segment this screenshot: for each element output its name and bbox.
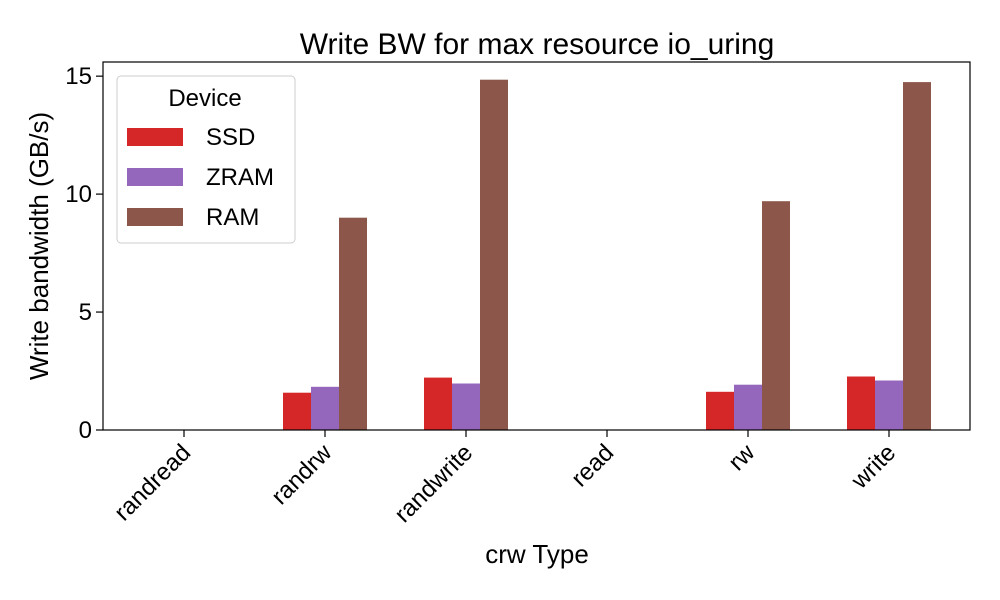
x-axis-label: crw Type (485, 539, 589, 569)
bar-ram-write (903, 82, 931, 430)
bar-zram-randwrite (452, 383, 480, 430)
bar-ram-rw (762, 201, 790, 430)
legend-frame (116, 75, 296, 244)
y-tick-label: 5 (79, 299, 92, 326)
plot-frame (102, 61, 971, 431)
bars-group (283, 79, 931, 430)
bar-zram-rw (734, 384, 762, 430)
x-tick-label: write (846, 439, 902, 495)
x-tick-label: randrw (266, 439, 337, 510)
legend-label-ram: RAM (206, 204, 259, 231)
legend-swatch-zram (127, 168, 183, 186)
y-tick-label: 15 (65, 63, 92, 90)
x-tick-label: randwrite (389, 439, 478, 528)
y-tick-label: 10 (65, 181, 92, 208)
x-tick-label: randread (109, 439, 196, 526)
legend-swatch-ram (127, 208, 183, 226)
bar-ram-randrw (339, 217, 367, 430)
x-axis-ticks: randread randrw randwrite read rw write (109, 430, 901, 528)
bar-zram-write (875, 380, 903, 430)
legend-title: Device (168, 85, 241, 112)
chart-title: Write BW for max resource io_uring (300, 28, 775, 61)
legend-swatch-ssd (127, 128, 183, 146)
bar-ram-randwrite (480, 79, 508, 430)
legend-label-ssd: SSD (206, 124, 255, 151)
y-axis-ticks: 0 5 10 15 (65, 63, 103, 444)
legend-label-zram: ZRAM (206, 164, 274, 191)
y-axis-label: Write bandwidth (GB/s) (24, 112, 54, 380)
legend-items: SSD ZRAM RAM (127, 124, 274, 231)
bar-ssd-randwrite (424, 377, 452, 430)
bar-zram-randrw (311, 386, 339, 430)
legend: Device SSD ZRAM RAM (116, 75, 296, 244)
bar-ssd-randrw (283, 392, 311, 430)
bar-ssd-rw (706, 391, 734, 430)
bar-ssd-write (847, 376, 875, 430)
x-tick-label: rw (723, 439, 760, 476)
y-tick-label: 0 (79, 417, 92, 444)
x-tick-label: read (566, 439, 619, 492)
